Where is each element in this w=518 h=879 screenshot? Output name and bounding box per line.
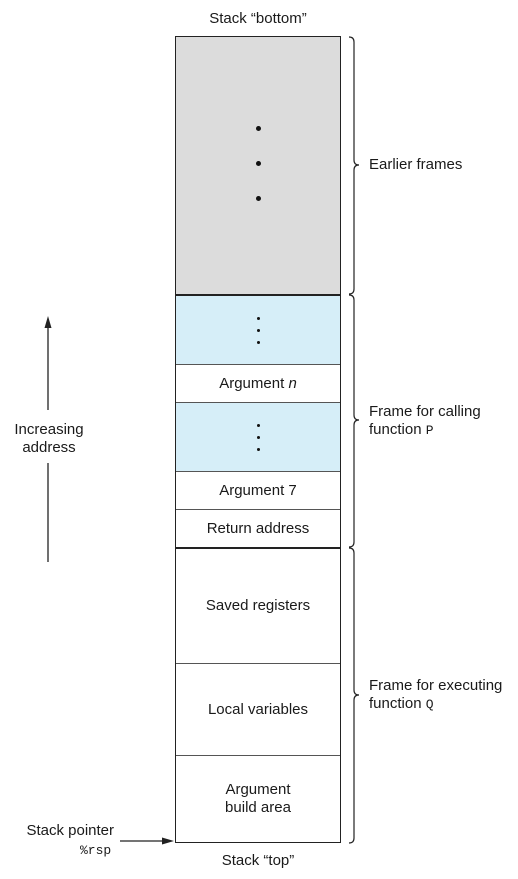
stack-pointer-register: %rsp (80, 843, 112, 858)
argument-build-area-cell: Argument build area (176, 756, 340, 841)
stack-top-label: Stack “top” (221, 852, 295, 869)
argument-7-cell: Argument 7 (176, 472, 340, 510)
local-variables-cell: Local variables (176, 664, 340, 756)
calling-frame-brace (348, 294, 360, 548)
increasing-address-arrow (44, 316, 52, 562)
calling-frame-label: Frame for calling function P (369, 403, 481, 438)
return-address-label: Return address (206, 519, 310, 537)
stack-column: Argument n Argument 7 Return address Sav… (175, 36, 341, 843)
stack-bottom-label: Stack “bottom” (209, 10, 307, 27)
argument-n-cell: Argument n (176, 365, 340, 403)
ellipsis-icon (255, 125, 261, 201)
earlier-frames-label: Earlier frames (369, 156, 463, 173)
argument-build-area-label: Argument build area (225, 780, 291, 816)
saved-registers-label: Saved registers (205, 597, 311, 614)
calling-args-ellipsis-lower (176, 403, 340, 472)
local-variables-label: Local variables (207, 700, 309, 718)
executing-frame-brace (348, 547, 360, 844)
argument-7-label: Argument 7 (219, 481, 297, 499)
earlier-frames-brace (348, 36, 360, 295)
argument-n-label: Argument n (219, 374, 297, 392)
calling-args-ellipsis-upper (176, 296, 340, 365)
ellipsis-icon (256, 423, 260, 451)
saved-registers-cell: Saved registers (176, 549, 340, 664)
stack-pointer-label: Stack pointer (26, 822, 114, 839)
earlier-frames-region (176, 37, 340, 296)
executing-frame-label: Frame for executing function Q (369, 677, 503, 712)
ellipsis-icon (256, 316, 260, 344)
stack-pointer-arrow (120, 837, 174, 845)
return-address-cell: Return address (176, 510, 340, 549)
increasing-address-label: Increasing address (14, 421, 84, 456)
